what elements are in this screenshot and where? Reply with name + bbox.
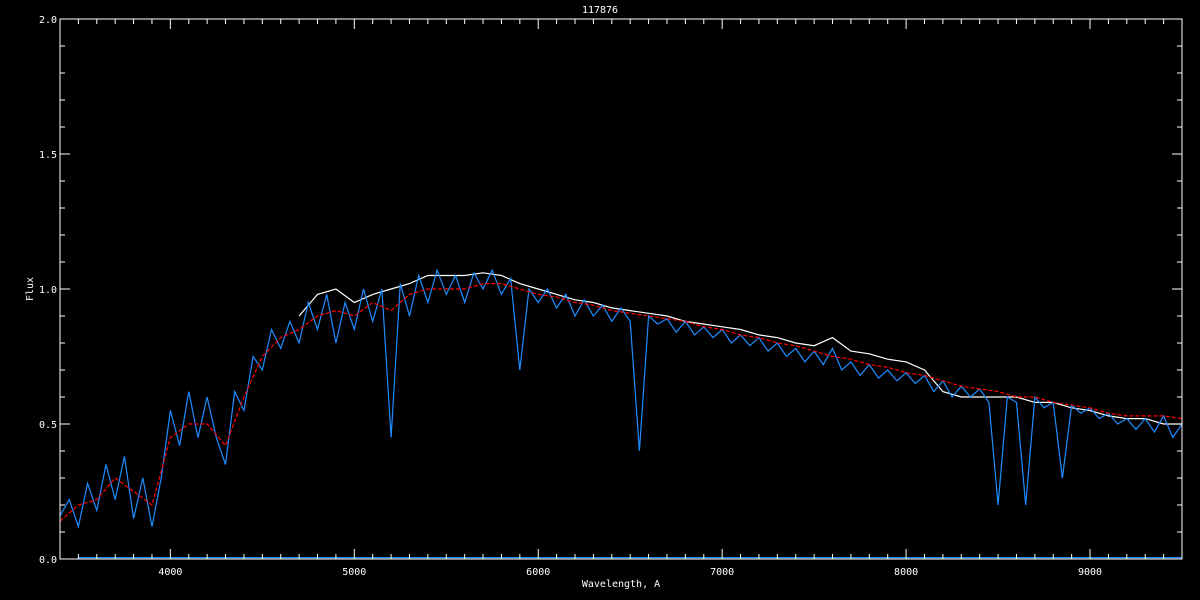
x-tick-label: 9000 [1078,567,1102,578]
series-3-line [59,283,1183,522]
y-tick-label: 1.0 [39,285,57,296]
chart-title: 117876 [582,5,618,16]
y-axis-label: Flux [25,277,36,301]
x-tick-label: 6000 [526,567,550,578]
x-axis-label: Wavelength, A [582,579,660,590]
x-tick-label: 8000 [894,567,918,578]
axes-layer: 4000 5000 6000 7000 8000 9000 0.0 0.5 1.0 1.5 2.0 [39,15,1183,578]
y-tick-label: 0.5 [39,420,57,431]
series-1-line [59,268,1183,529]
y-tick-label: 0.0 [39,555,57,566]
y-tick-label: 1.5 [39,150,57,161]
y-tick-label: 2.0 [39,15,57,26]
x-tick-label: 5000 [342,567,366,578]
x-tick-label: 7000 [710,567,734,578]
x-tick-label: 4000 [158,567,182,578]
